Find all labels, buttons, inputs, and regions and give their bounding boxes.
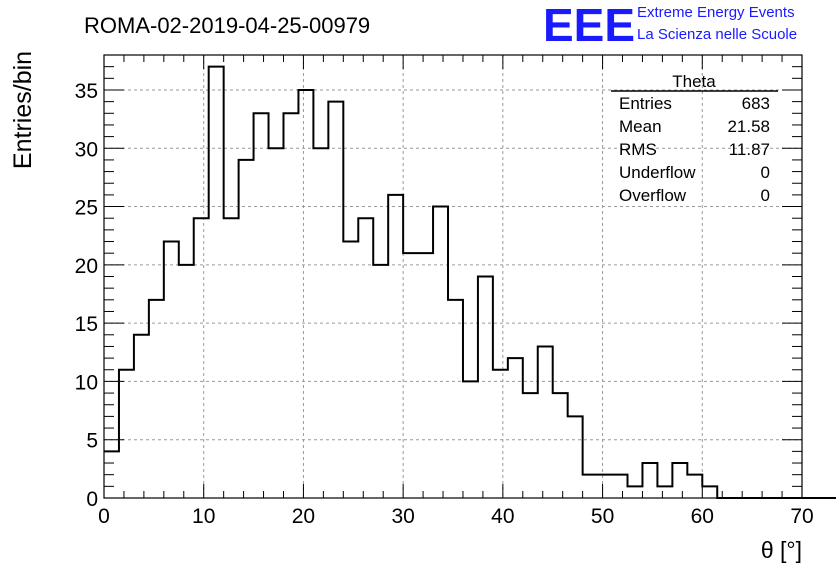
x-tick-label: 20: [292, 505, 315, 528]
x-tick-labels: 0 10 20 30 40 50 60 70: [98, 505, 814, 528]
stats-row-label: Entries: [619, 94, 672, 113]
stats-row-value: 0: [761, 186, 770, 205]
eee-logo-line1: Extreme Energy Events: [637, 4, 795, 21]
y-tick-label: 20: [75, 255, 98, 278]
y-tick-label: 5: [86, 430, 98, 453]
y-tick-label: 35: [75, 80, 98, 103]
x-tick-label: 0: [98, 505, 110, 528]
stats-row-label: Underflow: [619, 163, 696, 182]
eee-logo-line2: La Scienza nelle Scuole: [637, 26, 797, 43]
x-axis-label: θ [°]: [761, 537, 802, 563]
histogram-series: [104, 65, 836, 499]
stats-row-value: 11.87: [729, 140, 770, 159]
plot-frame: [103, 54, 803, 499]
stats-row-label: Mean: [619, 117, 662, 136]
x-tick-label: 10: [192, 505, 215, 528]
y-axis-ticks: [104, 66, 802, 499]
x-tick-label: 30: [391, 505, 414, 528]
x-tick-label: 50: [591, 505, 614, 528]
x-tick-label: 70: [790, 505, 813, 528]
stats-row-value: 21.58: [727, 117, 770, 136]
y-tick-labels: 0 5 10 15 20 25 30 35: [75, 80, 98, 511]
y-tick-label: 10: [75, 371, 98, 394]
stats-row-value: 683: [742, 94, 770, 113]
x-tick-label: 60: [691, 505, 714, 528]
stats-row-label: Overflow: [619, 186, 687, 205]
grid-lines: [104, 55, 802, 498]
y-tick-label: 30: [75, 138, 98, 161]
y-tick-label: 15: [75, 313, 98, 336]
stats-box: Theta Entries 683 Mean 21.58 RMS 11.87 Underfl…: [611, 72, 778, 205]
y-axis-label: Entries/bin: [9, 51, 37, 169]
eee-logo-text: EEE: [543, 0, 635, 51]
chart-title: ROMA-02-2019-04-25-00979: [84, 13, 370, 38]
x-tick-label: 40: [491, 505, 514, 528]
y-tick-label: 0: [86, 488, 98, 511]
x-axis-ticks: [103, 55, 803, 498]
stats-row-label: RMS: [619, 140, 657, 159]
stats-row-value: 0: [761, 163, 770, 182]
stats-title: Theta: [672, 72, 716, 91]
eee-logo: EEE Extreme Energy Events La Scienza nel…: [543, 0, 797, 51]
y-tick-label: 25: [75, 197, 98, 220]
